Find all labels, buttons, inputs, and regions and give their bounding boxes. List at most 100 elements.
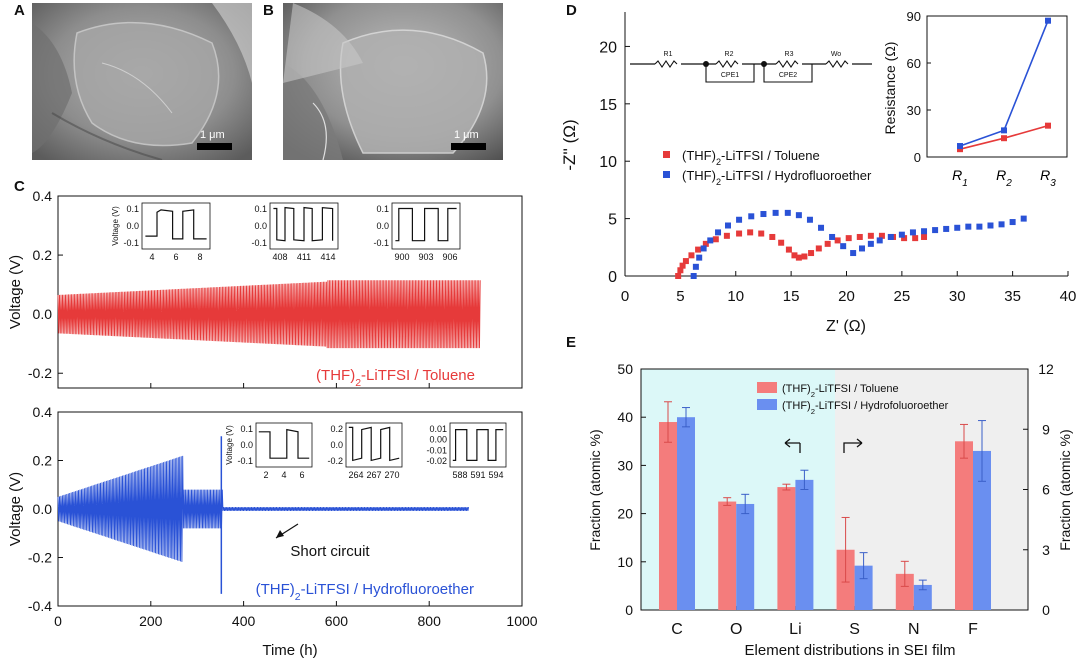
d-circuit-cpe2-branch [763, 64, 813, 83]
c-top-inset-1-xtick: 4 [149, 252, 154, 262]
d-circuit-r1-label: R1 [664, 51, 673, 58]
e-xlabel: Element distributions in SEI film [745, 642, 956, 659]
e-legend-toluene: (THF)2-LiTFSI / Toluene [782, 383, 899, 399]
d-hfe-point [965, 223, 972, 230]
d-hfe-point [692, 263, 699, 270]
d-hfe-point [876, 237, 883, 244]
sem-a-scale-label: 1 μm [200, 129, 225, 141]
e-bar-toluene [955, 441, 973, 610]
e-bar-toluene [895, 573, 914, 610]
c-bottom-ytick-label: -0.2 [28, 550, 52, 566]
d-toluene-point [682, 258, 689, 265]
e-ytick-label: 20 [617, 506, 633, 522]
d-toluene-point [867, 232, 874, 239]
d-xtick-label: 0 [621, 288, 629, 305]
d-circuit-cpe1-label: CPE1 [721, 72, 739, 79]
e-bar-hfe [913, 584, 932, 610]
d-inset-point-toluene [1001, 135, 1007, 142]
d-inset-frame [926, 15, 1068, 158]
d-hfe-point [932, 227, 939, 234]
d-hfe-point [829, 233, 836, 240]
c-bottom-inset-2-xtick: 270 [384, 470, 399, 480]
e-xtick-label: Li [789, 621, 801, 638]
d-circuit-r3-label: R3 [785, 51, 794, 58]
d-inset-ytick-label: 0 [914, 150, 921, 165]
d-hfe-point [909, 229, 916, 236]
d-hfe-point [696, 254, 703, 261]
c-bottom-inset-1-ytick: 0.0 [240, 440, 253, 450]
d-circuit-r3 [775, 60, 799, 68]
d-inset-point-toluene [1045, 122, 1051, 129]
c-bottom-inset-3-xtick: 588 [452, 470, 467, 480]
e-xtick-label: O [730, 621, 742, 638]
d-toluene-point [688, 252, 695, 259]
c-top-inset-1-frame [141, 202, 211, 250]
c-short-arrow-head [276, 530, 284, 538]
c-top-frame [57, 195, 523, 389]
d-hfe-point [690, 273, 697, 279]
d-hfe-point [998, 221, 1005, 228]
panel-label-d: D [566, 2, 577, 19]
d-circuit-wo-label: Wo [831, 51, 841, 58]
d-hfe-point [700, 245, 707, 252]
d-toluene-point [808, 250, 815, 257]
d-inset-point-toluene [957, 146, 963, 153]
d-ytick-label: 10 [599, 154, 617, 171]
d-toluene-point [801, 253, 808, 260]
d-inset-ylabel: Resistance (Ω) [882, 42, 898, 135]
d-xtick-label: 10 [727, 288, 744, 305]
d-inset-xtick-label: R1 [952, 167, 968, 189]
d-xlabel: Z' (Ω) [826, 318, 866, 335]
d-circuit-r1 [654, 60, 678, 68]
c-bottom-inset-1-ytick: 0.1 [240, 424, 253, 434]
e-ytick-right-label: 6 [1042, 482, 1050, 498]
d-xtick-label: 40 [1060, 288, 1077, 305]
c-bottom-inset-3-ytick: 0.00 [429, 435, 447, 445]
e-xtick-label: N [908, 621, 920, 638]
c-bottom-xtick-label: 400 [232, 613, 256, 629]
sem-image-a: 1 μm [32, 3, 252, 160]
c-bottom-xtick-label: 0 [54, 613, 62, 629]
c-bottom-ytick-label: 0.2 [33, 453, 53, 469]
d-hfe-point [736, 216, 743, 223]
c-bottom-xtick-label: 800 [418, 613, 442, 629]
d-hfe-point [867, 240, 874, 247]
d-ytick-label: 5 [608, 212, 617, 229]
e-ytick-right-label: 12 [1038, 361, 1054, 377]
d-hfe-point [806, 216, 813, 223]
d-toluene-point [769, 233, 776, 240]
panel-label-a: A [14, 2, 25, 19]
e-ytick-label: 30 [617, 457, 633, 473]
panel-label-b: B [263, 2, 274, 19]
c-top-inset-2-xtick: 411 [297, 252, 311, 262]
d-hfe-point [976, 223, 983, 230]
d-circuit-r2 [715, 60, 739, 68]
c-bottom-xtick-label: 1000 [506, 613, 537, 629]
panel-label-e: E [566, 334, 577, 351]
d-hfe-point [784, 209, 791, 216]
e-bar-toluene [718, 501, 737, 610]
d-legend-marker-toluene [663, 151, 670, 158]
c-top-inset-2-ytick: -0.1 [251, 238, 267, 248]
c-bottom-inset-1-xtick: 6 [299, 470, 304, 480]
d-circuit-cpe1-branch [705, 64, 755, 83]
c-bottom-inset-1-xtick: 2 [263, 470, 268, 480]
c-top-inset-3-ytick: -0.1 [373, 238, 389, 248]
e-ylabel: Fraction (atomic %) [587, 429, 603, 550]
d-ytick-label: 0 [608, 269, 617, 286]
d-xtick-label: 25 [894, 288, 911, 305]
c-bottom-inset-3-xtick: 591 [470, 470, 485, 480]
d-hfe-point [921, 228, 928, 235]
e-ytick-right-label: 0 [1042, 602, 1050, 618]
d-toluene-point [785, 246, 792, 253]
d-hfe-point [898, 231, 905, 238]
e-bar-hfe [795, 479, 814, 610]
e-bar-toluene [777, 487, 796, 610]
d-legend-marker-hfe [663, 171, 670, 178]
d-hfe-point [707, 237, 714, 244]
c-bottom-inset-2-ytick: -0.2 [327, 456, 343, 466]
c-bottom-ytick-label: 0.0 [33, 501, 53, 517]
d-toluene-point [702, 240, 709, 247]
d-legend-hfe: (THF)2-LiTFSI / Hydrofluoroether [682, 168, 872, 187]
d-toluene-point [912, 235, 919, 242]
